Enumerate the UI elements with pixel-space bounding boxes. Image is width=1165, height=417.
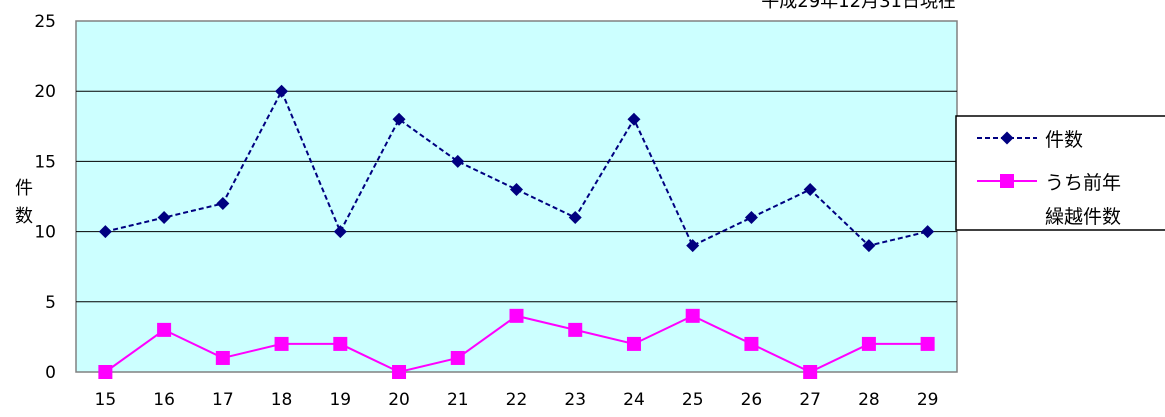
x-tick-label: 19 <box>329 390 351 410</box>
series-1 <box>98 84 935 253</box>
legend-marker <box>1000 131 1014 145</box>
series-2 <box>98 308 935 379</box>
data-point <box>627 112 641 126</box>
legend-box <box>955 115 1165 231</box>
data-point <box>744 211 758 225</box>
data-point <box>157 322 172 337</box>
y-tick-label: 0 <box>45 363 56 383</box>
data-point <box>392 112 406 126</box>
data-point <box>333 336 348 351</box>
plot-area-group: 0 5 10 15 20 25 15 16 17 18 19 20 21 22 23 24 25 26 27 28 2… <box>34 12 958 410</box>
data-point <box>274 336 289 351</box>
legend-label: 繰越件数 <box>1045 206 1121 228</box>
x-tick-label: 20 <box>388 390 410 410</box>
data-point <box>509 308 524 323</box>
data-point <box>568 322 583 337</box>
data-point <box>920 336 935 351</box>
x-tick-label: 23 <box>564 390 586 410</box>
legend-marker <box>1000 174 1014 188</box>
x-tick-label: 26 <box>741 390 763 410</box>
y-tick-label: 25 <box>34 12 56 32</box>
x-tick-label: 18 <box>271 390 293 410</box>
data-point <box>215 350 230 365</box>
data-point <box>275 84 289 98</box>
series-layer <box>98 84 935 379</box>
data-point <box>686 239 700 253</box>
x-tick-label: 15 <box>95 390 117 410</box>
x-tick-label: 29 <box>917 390 939 410</box>
y-tick-labels: 0 5 10 15 20 25 <box>34 12 56 383</box>
y-tick-label: 5 <box>45 293 56 313</box>
data-point <box>216 197 230 211</box>
data-point <box>98 365 113 379</box>
y-axis-label: 件数 <box>15 178 33 227</box>
y-axis-label-char: 数 <box>15 206 33 227</box>
x-tick-label: 28 <box>858 390 880 410</box>
legend-label: うち前年 <box>1045 172 1121 194</box>
gridlines <box>76 90 957 303</box>
y-tick-label: 10 <box>34 223 56 243</box>
data-point <box>451 154 465 168</box>
data-point <box>685 308 700 323</box>
date-annotation: 平成29年12月31日現在 <box>761 0 956 12</box>
data-point <box>744 336 759 351</box>
data-point <box>98 225 112 239</box>
legend-item: 件数 <box>977 129 1083 151</box>
y-tick-label: 20 <box>34 82 56 102</box>
data-point <box>157 211 171 225</box>
x-tick-label: 17 <box>212 390 234 410</box>
data-point <box>392 365 407 379</box>
data-point <box>861 336 876 351</box>
x-tick-labels: 15 16 17 18 19 20 21 22 23 24 25 26 27 28 29 <box>95 390 939 410</box>
x-tick-label: 16 <box>153 390 175 410</box>
y-axis-label-char: 件 <box>15 178 33 199</box>
series-line <box>105 88 928 247</box>
x-tick-label: 25 <box>682 390 704 410</box>
x-tick-label: 27 <box>799 390 821 410</box>
data-point <box>862 239 876 253</box>
x-tick-label: 24 <box>623 390 645 410</box>
data-point <box>803 182 817 196</box>
x-tick-label: 22 <box>506 390 528 410</box>
data-point <box>803 365 818 379</box>
y-tick-label: 15 <box>34 152 56 172</box>
data-point <box>568 211 582 225</box>
data-point <box>510 182 523 196</box>
x-tick-label: 21 <box>447 390 469 410</box>
data-point <box>333 225 347 239</box>
data-point <box>626 336 641 351</box>
data-point <box>921 225 935 239</box>
legend-label: 件数 <box>1045 129 1083 151</box>
data-point <box>450 350 465 365</box>
